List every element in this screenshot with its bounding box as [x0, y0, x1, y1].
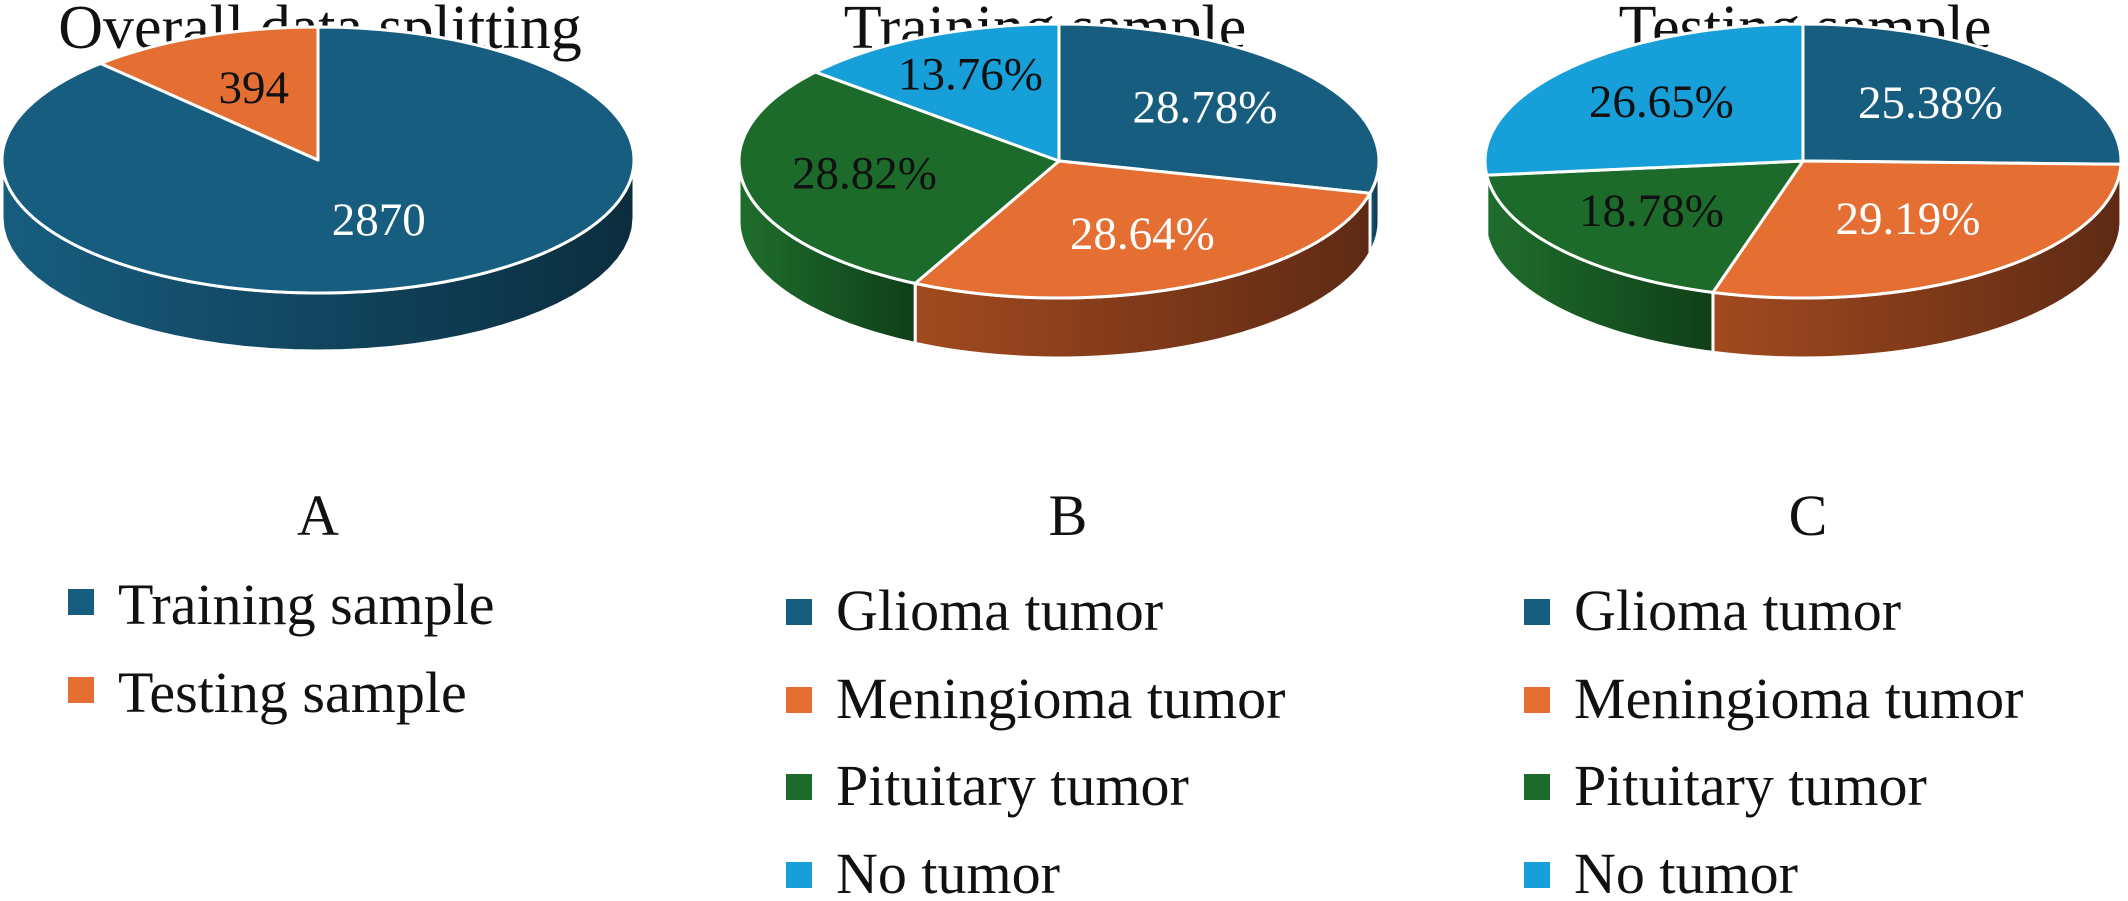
pie-slice-glioma-tumor — [1801, 22, 2123, 166]
legend-swatch-meningioma — [1524, 687, 1550, 713]
pie-slice-value-label: 25.38% — [1858, 77, 2003, 129]
pie-slice-meningioma-tumor — [913, 159, 1372, 300]
pie-slice-value-label: 28.82% — [792, 148, 937, 200]
legend-swatch-no-tumor — [1524, 862, 1550, 888]
pie-chart-c: 25.38% 29.19% 18.78% 26.65% — [1483, 22, 2123, 360]
pie-slice-value-label: 394 — [218, 62, 289, 114]
legend-swatch-no-tumor — [786, 862, 812, 888]
legend-label: Pituitary tumor — [836, 753, 1189, 818]
panel-b: Training sample 28.78%28.64%28.82%13.76%… — [737, 0, 1381, 901]
legend-swatch-meningioma — [786, 687, 812, 713]
legend-label: No tumor — [1574, 841, 1798, 901]
pie-slice-labels: 25.38% 29.19% 18.78% 26.65% — [1579, 76, 2003, 245]
legend-swatch-pituitary — [1524, 774, 1550, 800]
pie-chart-b: 28.78% 28.64% 28.82% 13.76% — [737, 22, 1381, 360]
pie-slice-meningioma-tumor — [1711, 159, 2123, 300]
pie-slice-value-label: 29.19% — [1835, 193, 1980, 245]
legend-label: Pituitary tumor — [1574, 753, 1927, 818]
pie-slice-value-label: 26.65% — [1589, 76, 1734, 128]
pie-slice-value-label: 28.64% — [1070, 208, 1215, 260]
pie-top-wedges — [1483, 22, 2123, 300]
legend: Training sample Testing sample — [68, 572, 494, 725]
pie-top-wedges — [737, 22, 1381, 300]
panel-label: B — [1049, 483, 1088, 548]
legend: Glioma tumor Meningioma tumor Pituitary … — [1524, 578, 2023, 901]
panel-label: C — [1789, 483, 1828, 548]
pie-chart-a: 2870 394 — [0, 25, 636, 353]
pie-slice-labels: 2870 394 — [218, 62, 425, 246]
legend-swatch-glioma — [1524, 599, 1550, 625]
legend-swatch-pituitary — [786, 774, 812, 800]
legend-swatch-training — [68, 589, 94, 615]
legend-swatch-testing — [68, 677, 94, 703]
pie-slice-value-label: 18.78% — [1579, 185, 1724, 237]
legend: Glioma tumor Meningioma tumor Pituitary … — [786, 578, 1285, 901]
legend-label: Glioma tumor — [836, 578, 1163, 643]
pie-slice-pituitary-tumor — [1485, 159, 1805, 294]
pie-slice-value-label: 28.78% — [1132, 82, 1277, 134]
panel-label: A — [297, 483, 339, 548]
pie-slice-no-tumor — [814, 22, 1061, 163]
panel-c: Testing sample 25.38%29.19%18.78%26.65% … — [1483, 0, 2123, 901]
legend-label: Testing sample — [118, 660, 467, 725]
pie-slice-labels: 28.78% 28.64% 28.82% 13.76% — [792, 49, 1277, 260]
pie-slice-value-label: 2870 — [332, 194, 426, 246]
legend-label: Glioma tumor — [1574, 578, 1901, 643]
pie-slice-pituitary-tumor — [737, 70, 1061, 285]
pie-slice-no-tumor — [1483, 22, 1805, 177]
legend-label: Meningioma tumor — [1574, 666, 2023, 731]
legend-label: No tumor — [836, 841, 1060, 901]
pie-slice-testing-sample — [99, 25, 320, 162]
legend-swatch-glioma — [786, 599, 812, 625]
legend-label: Training sample — [118, 572, 494, 637]
pie-top-wedges — [0, 25, 636, 295]
legend-label: Meningioma tumor — [836, 666, 1285, 731]
pie-slice-glioma-tumor — [1057, 22, 1381, 195]
pie-slice-value-label: 13.76% — [898, 49, 1043, 101]
